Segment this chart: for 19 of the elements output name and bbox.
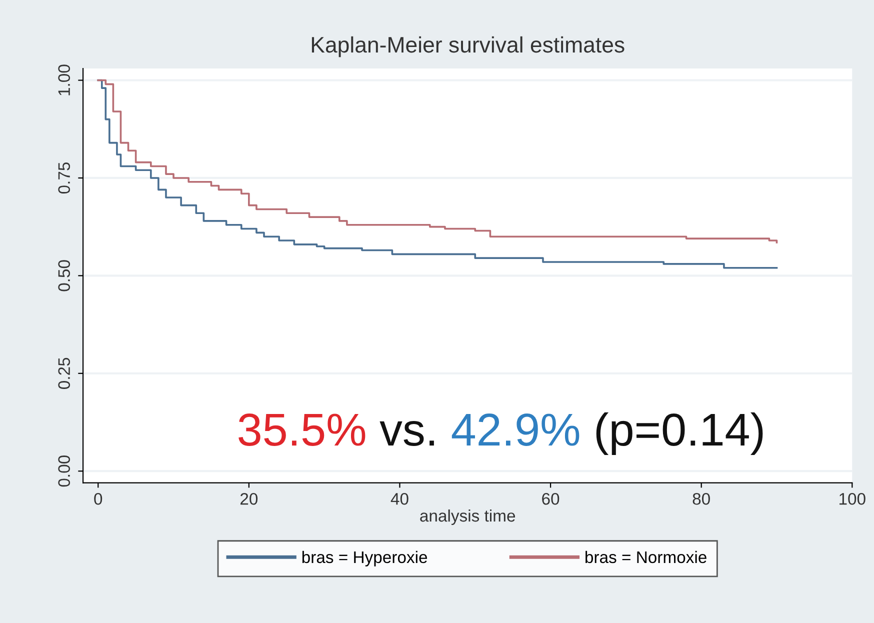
x-tick-label: 0 (94, 492, 102, 505)
annotation: (p=0.14) (596, 412, 763, 456)
annotation: 35.5% (238, 414, 366, 446)
legend-label: bras = Normoxie (586, 550, 706, 564)
y-tick-label: 0.25 (58, 358, 70, 389)
y-tick-label: 0.00 (58, 456, 70, 487)
y-tick-label: 1.00 (58, 64, 70, 96)
x-tick-label: 60 (542, 492, 560, 505)
x-tick-label: 100 (840, 492, 866, 505)
x-tick-label: 20 (240, 492, 258, 505)
x-axis-title: analysis time (420, 509, 516, 526)
x-tick-label: 40 (390, 492, 408, 505)
y-tick-label: 0.75 (58, 162, 70, 194)
legend-label: bras = Hyperoxie (302, 550, 428, 566)
annotation: vs. (380, 420, 434, 446)
chart-title: Kaplan-Meier survival estimates (312, 36, 624, 58)
y-tick-label: 0.50 (58, 260, 70, 292)
x-tick-label: 80 (692, 492, 710, 505)
annotation: 42.9% (452, 414, 580, 446)
